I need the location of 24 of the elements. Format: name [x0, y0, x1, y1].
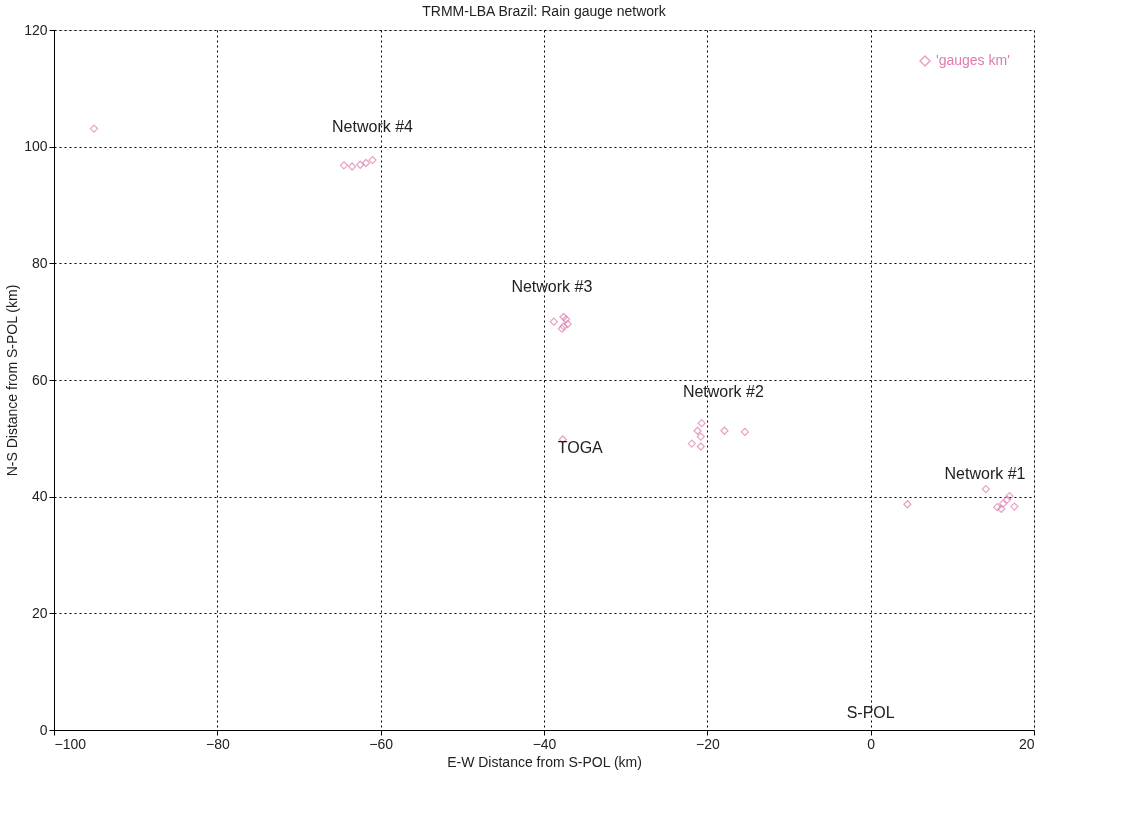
y-tick-label: 120	[24, 21, 48, 38]
x-tick-label: −100	[54, 735, 87, 752]
x-axis-title: E-W Distance from S-POL (km)	[447, 753, 642, 770]
x-tick-label: −80	[205, 735, 230, 752]
y-tick-label: 60	[31, 371, 48, 388]
legend-label: 'gauges km'	[936, 52, 1010, 68]
y-axis-title: N-S Distance from S-POL (km)	[4, 284, 21, 477]
x-tick-label: 20	[1018, 735, 1035, 752]
annotation: Network #1	[944, 465, 1026, 483]
annotation: S-POL	[846, 704, 895, 722]
y-tick-label: 100	[24, 138, 48, 155]
x-tick-label: 0	[867, 735, 876, 752]
annotation: Network #2	[682, 383, 764, 401]
x-tick-label: −40	[532, 735, 557, 752]
annotation: TOGA	[557, 438, 604, 456]
y-tick-label: 0	[39, 721, 48, 738]
y-tick-label: 40	[31, 488, 48, 505]
y-tick-label: 80	[31, 254, 48, 271]
x-tick-label: −60	[369, 735, 394, 752]
annotation: Network #4	[332, 118, 414, 135]
x-tick-label: −20	[695, 735, 720, 752]
y-tick-label: 20	[31, 604, 48, 621]
chart-title: TRMM-LBA Brazil: Rain gauge network	[422, 3, 667, 19]
annotation: Network #3	[511, 278, 593, 296]
